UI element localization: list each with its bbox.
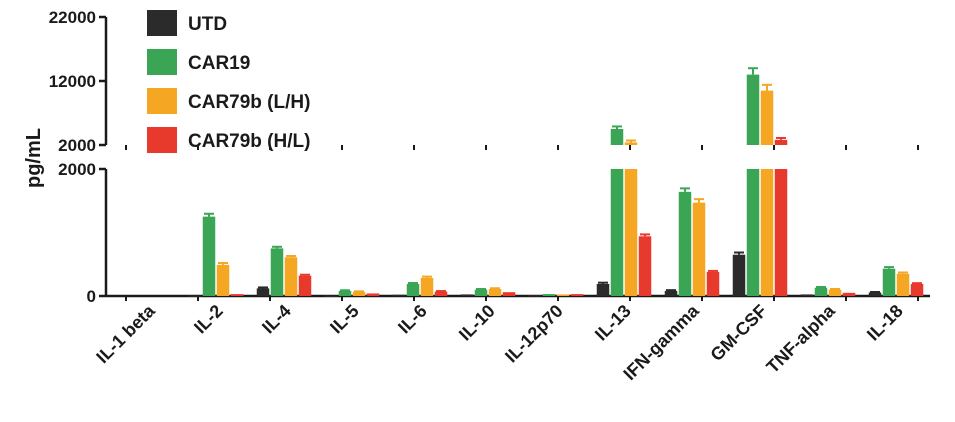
bar-tnf-alpha: [828, 289, 842, 296]
x-tick-label: TNF-alpha: [762, 300, 839, 377]
bar-il-18: [868, 292, 882, 296]
bar-il-10: [488, 289, 502, 296]
bar-il-2: [216, 264, 230, 296]
bar-il-4: [270, 248, 284, 296]
bar-il-13: [596, 283, 610, 296]
legend-label: CAR79b (H/L): [188, 131, 310, 152]
bar-gm-csf: [732, 254, 746, 296]
y-tick-label: 12000: [49, 72, 96, 91]
bar-il-4: [298, 275, 312, 296]
bar-il-10: [502, 292, 516, 296]
bar-ifn-gamma: [664, 290, 678, 296]
bar-il-2: [202, 216, 216, 296]
x-tick-label: IL-18: [863, 301, 907, 345]
bar-il-13: [624, 169, 638, 296]
bar-upper-il-13: [624, 142, 638, 145]
bar-il-2: [230, 294, 244, 296]
legend-swatch: [147, 10, 177, 36]
bar-il-13: [610, 169, 624, 296]
bar-tnf-alpha: [814, 287, 828, 296]
x-tick-label: IL-10: [455, 301, 499, 345]
y-tick-label: 2000: [58, 160, 96, 179]
bar-ifn-gamma: [678, 191, 692, 296]
bar-gm-csf: [760, 169, 774, 296]
bar-gm-csf: [774, 169, 788, 296]
x-tick-label: GM-CSF: [706, 301, 770, 365]
y-tick-label: 0: [87, 287, 96, 306]
legend-swatch: [147, 88, 177, 114]
bar-il-12p70: [528, 295, 542, 297]
legend-swatch: [147, 127, 177, 153]
bar-il-5: [352, 291, 366, 296]
x-tick-label: IL-2: [190, 301, 227, 338]
bar-il-12p70: [556, 294, 570, 296]
bar-il-5: [338, 290, 352, 296]
bar-il-2: [188, 295, 202, 297]
bar-upper-gm-csf: [746, 74, 760, 145]
x-tick-label: IL-4: [258, 301, 295, 338]
bar-il-12p70: [570, 294, 584, 296]
x-tick-label: IL-12p70: [501, 301, 567, 367]
bar-gm-csf: [746, 169, 760, 296]
bar-il-18: [910, 283, 924, 296]
legend-label: CAR79b (L/H): [188, 92, 310, 113]
x-tick-label: IL-5: [326, 301, 363, 338]
x-tick-labels: IL-1 beta IL-2 IL-4 IL-5 IL-6 IL-10 IL-12p70 IL…: [92, 300, 906, 384]
bar-il-13: [638, 236, 652, 296]
bar-il-4: [256, 288, 270, 296]
bar-il-18: [896, 273, 910, 296]
legend-label: UTD: [188, 14, 227, 35]
y-tick-label: 2000: [58, 136, 96, 155]
bar-ifn-gamma: [706, 271, 720, 296]
bar-il-18: [882, 268, 896, 296]
x-tick-label: IL-6: [394, 301, 431, 338]
bar-il-12p70: [542, 294, 556, 296]
bar-il-5: [324, 295, 338, 297]
bar-il-10: [474, 289, 488, 296]
axes: 22000 12000 2000 2000 0: [49, 8, 930, 306]
legend: UTD CAR19 CAR79b (L/H) CAR79b (H/L): [147, 10, 310, 153]
bar-il-6: [420, 277, 434, 296]
y-axis-label: pg/mL: [23, 128, 45, 188]
bar-upper-gm-csf: [760, 90, 774, 145]
bar-il-6: [406, 283, 420, 296]
bar-il-10: [460, 294, 474, 296]
bar-il-6: [434, 291, 448, 296]
legend-label: CAR19: [188, 53, 250, 74]
bar-tnf-alpha: [800, 294, 814, 296]
x-tick-label: IL-1 beta: [92, 300, 159, 367]
bar-il-6: [392, 294, 406, 297]
bar-tnf-alpha: [842, 292, 856, 296]
y-tick-label: 22000: [49, 8, 96, 27]
bar-il-4: [284, 257, 298, 296]
bar-il-5: [366, 293, 380, 296]
bars: [188, 67, 924, 297]
bar-upper-il-13: [610, 129, 624, 145]
bar-ifn-gamma: [692, 202, 706, 296]
bar-upper-gm-csf: [774, 139, 788, 145]
legend-swatch: [147, 49, 177, 75]
x-tick-label: IL-13: [591, 301, 635, 345]
